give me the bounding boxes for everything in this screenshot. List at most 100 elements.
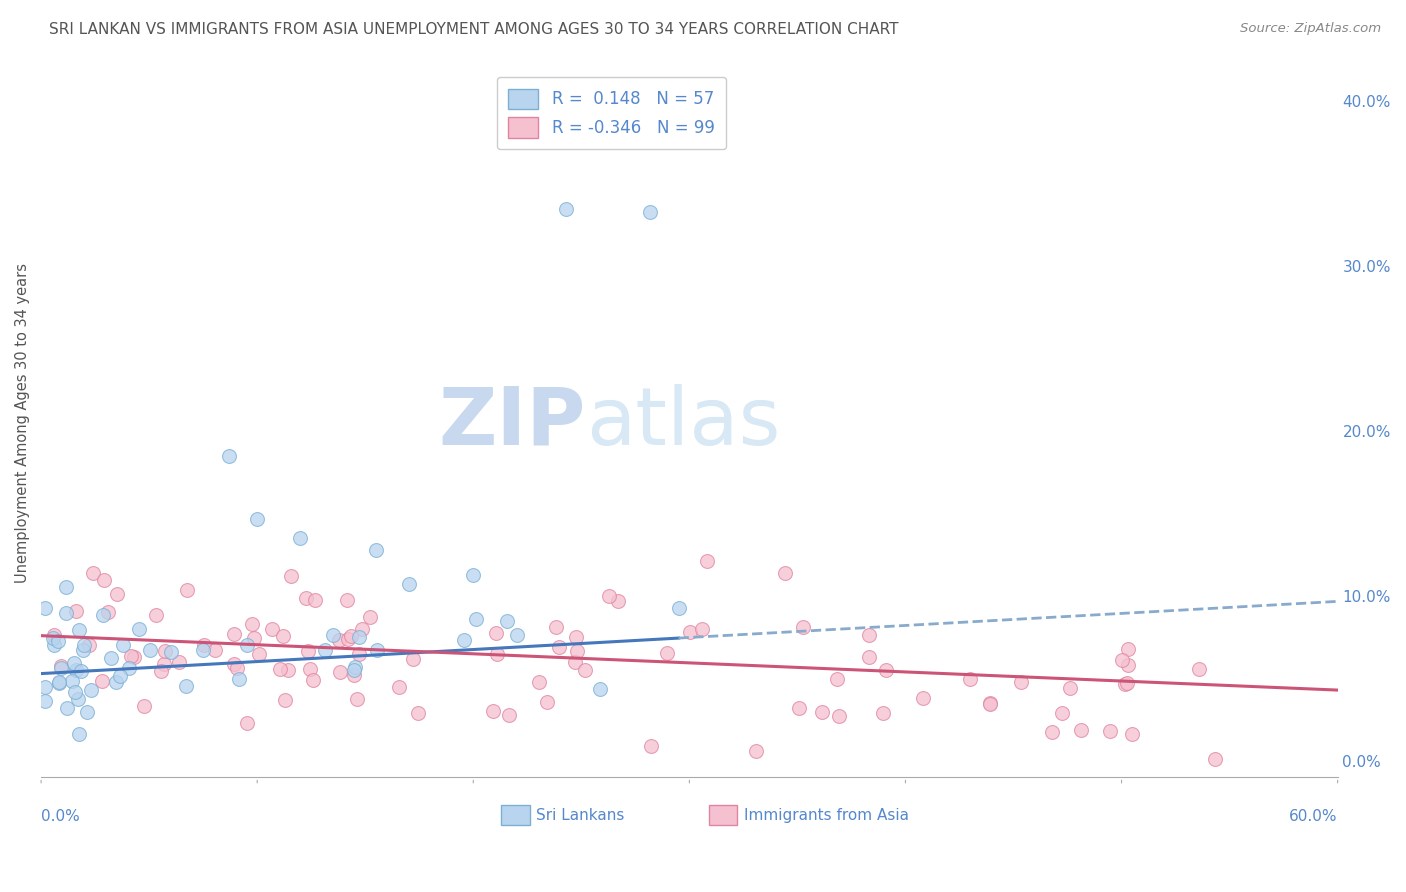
Point	[555, 202, 578, 216]
Point	[55, 580, 77, 594]
Point	[1114, 677, 1136, 691]
Point	[329, 665, 352, 679]
Point	[745, 744, 768, 758]
Point	[1050, 706, 1073, 720]
Point	[347, 647, 370, 661]
Point	[912, 691, 935, 706]
Point	[191, 642, 214, 657]
Point	[269, 662, 291, 676]
Point	[979, 697, 1001, 711]
Point	[51, 661, 73, 675]
Point	[222, 657, 245, 671]
Point	[304, 593, 326, 607]
Point	[858, 628, 880, 642]
Point	[339, 629, 361, 643]
Point	[548, 640, 571, 654]
Text: 0.0%: 0.0%	[41, 809, 80, 824]
Point	[567, 644, 589, 658]
Point	[495, 615, 517, 629]
Point	[120, 649, 142, 664]
Point	[344, 659, 367, 673]
Point	[124, 649, 146, 664]
Point	[485, 647, 508, 661]
Point	[696, 554, 718, 568]
Point	[48, 675, 70, 690]
Point	[828, 709, 851, 723]
Point	[34, 600, 56, 615]
Point	[174, 679, 197, 693]
Text: ZIP: ZIP	[439, 384, 586, 462]
Point	[145, 607, 167, 622]
Point	[246, 511, 269, 525]
Point	[811, 705, 834, 719]
Point	[176, 583, 198, 598]
Point	[42, 631, 65, 645]
Text: Immigrants from Asia: Immigrants from Asia	[744, 807, 908, 822]
Point	[132, 698, 155, 713]
Point	[364, 543, 387, 558]
Point	[872, 706, 894, 720]
Point	[139, 643, 162, 657]
Point	[204, 642, 226, 657]
Point	[91, 673, 114, 688]
Point	[298, 662, 321, 676]
Point	[56, 701, 79, 715]
Point	[42, 628, 65, 642]
Point	[598, 590, 620, 604]
Point	[128, 623, 150, 637]
Point	[93, 573, 115, 587]
Point	[152, 657, 174, 671]
Point	[1040, 725, 1063, 739]
Point	[48, 676, 70, 690]
Point	[655, 646, 678, 660]
Point	[34, 680, 56, 694]
Point	[564, 655, 586, 669]
Point	[49, 658, 72, 673]
Point	[236, 715, 259, 730]
Point	[565, 630, 588, 644]
Point	[1188, 662, 1211, 676]
Point	[335, 592, 357, 607]
Point	[105, 587, 128, 601]
Point	[97, 605, 120, 619]
Point	[773, 566, 796, 580]
Point	[82, 566, 104, 580]
Point	[506, 627, 529, 641]
Point	[63, 684, 86, 698]
Point	[73, 638, 96, 652]
Text: 60.0%: 60.0%	[1289, 809, 1337, 824]
Point	[271, 629, 294, 643]
Point	[979, 697, 1001, 711]
Point	[402, 652, 425, 666]
Point	[1010, 675, 1032, 690]
Text: atlas: atlas	[586, 384, 780, 462]
Point	[67, 727, 90, 741]
Point	[328, 633, 350, 648]
Point	[875, 664, 897, 678]
Point	[1204, 752, 1226, 766]
Point	[160, 645, 183, 659]
Point	[91, 607, 114, 622]
Point	[546, 620, 568, 634]
Point	[1111, 653, 1133, 667]
Point	[858, 649, 880, 664]
Point	[679, 624, 702, 639]
Point	[366, 643, 388, 657]
Text: SRI LANKAN VS IMMIGRANTS FROM ASIA UNEMPLOYMENT AMONG AGES 30 TO 34 YEARS CORREL: SRI LANKAN VS IMMIGRANTS FROM ASIA UNEMP…	[49, 22, 898, 37]
Point	[46, 634, 69, 648]
Point	[247, 647, 270, 661]
Point	[76, 705, 98, 719]
Point	[297, 644, 319, 658]
Point	[236, 638, 259, 652]
Point	[290, 532, 312, 546]
Point	[111, 639, 134, 653]
Point	[574, 663, 596, 677]
Point	[498, 707, 520, 722]
Point	[668, 600, 690, 615]
Legend: R =  0.148   N = 57, R = -0.346   N = 99: R = 0.148 N = 57, R = -0.346 N = 99	[496, 77, 727, 149]
Point	[260, 622, 283, 636]
Point	[280, 569, 302, 583]
Point	[640, 205, 662, 219]
Point	[463, 567, 485, 582]
Point	[218, 449, 240, 463]
